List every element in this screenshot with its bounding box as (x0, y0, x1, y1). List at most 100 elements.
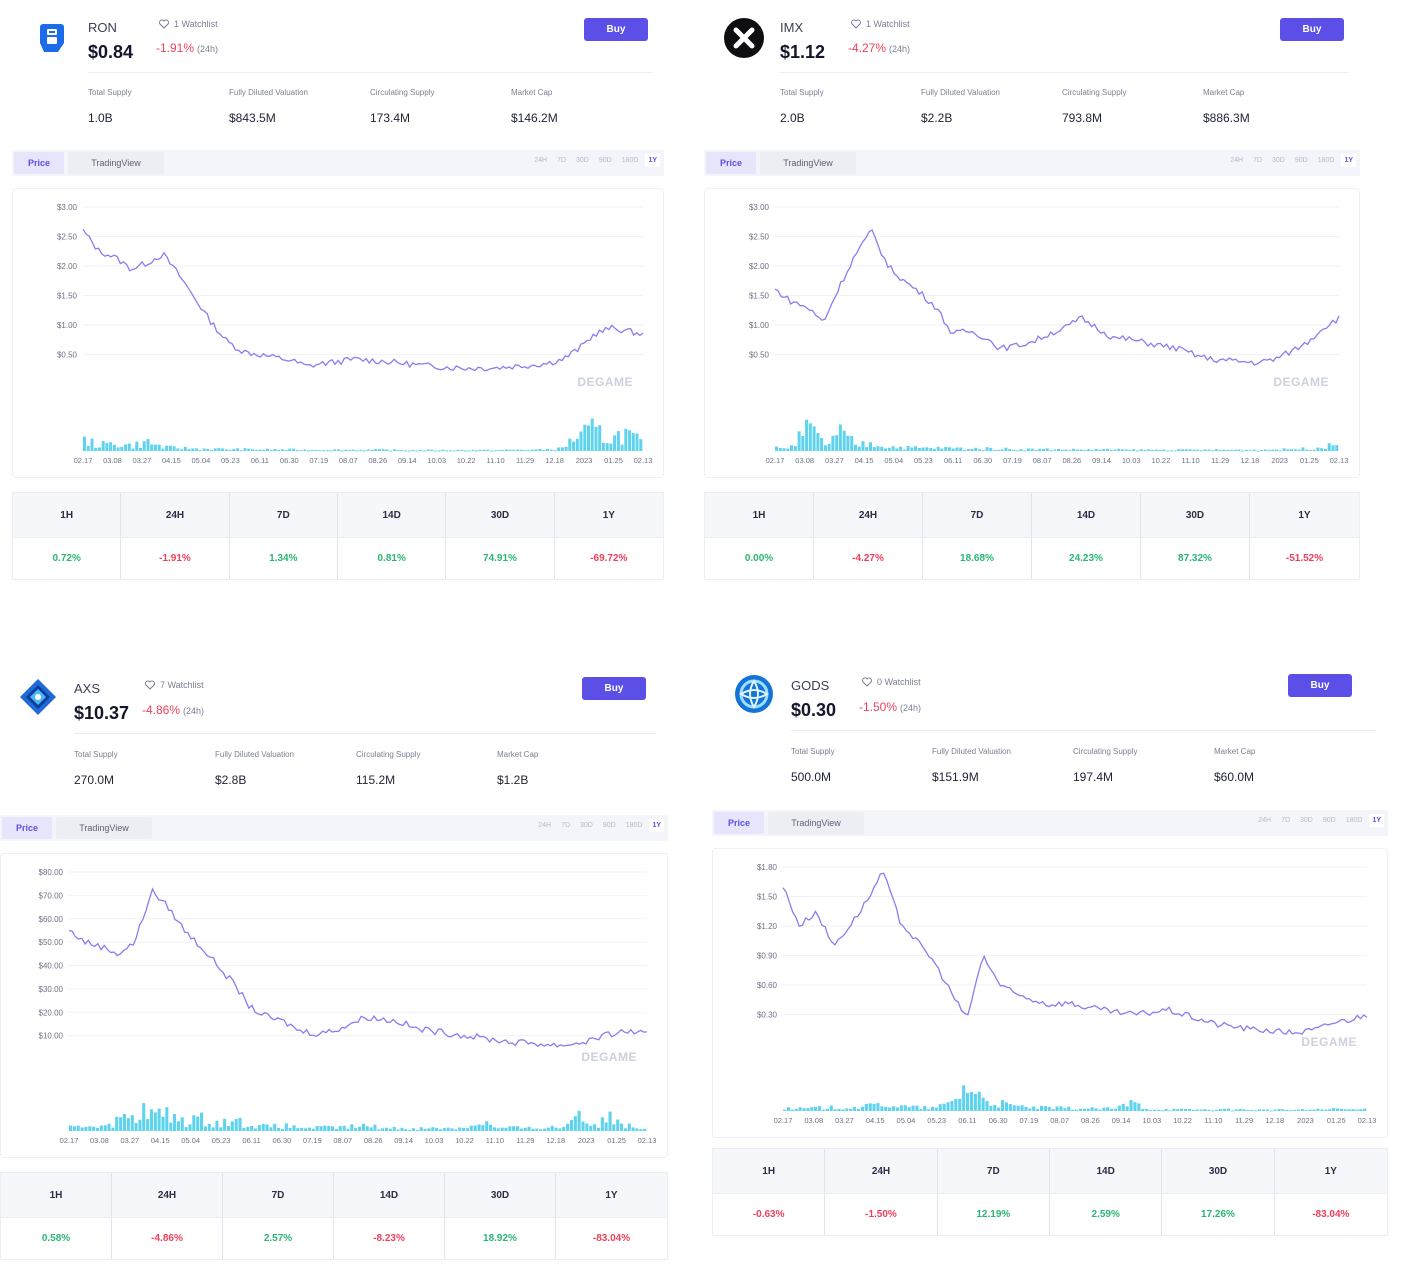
tab-price[interactable]: Price (2, 817, 52, 839)
range-30d[interactable]: 30D (1300, 817, 1313, 824)
range-180d[interactable]: 180D (625, 822, 643, 829)
volume-bar (258, 449, 262, 451)
watchlist-toggle[interactable]: 0 Watchlist (861, 676, 921, 688)
tab-price[interactable]: Price (706, 152, 756, 174)
volume-bar (496, 1128, 500, 1131)
range-7d[interactable]: 7D (557, 157, 567, 164)
volume-bar (628, 430, 632, 451)
volume-bar (1316, 1108, 1320, 1111)
stat-circulating-supply: Circulating Supply 793.8M (1062, 88, 1203, 125)
stat-label: Circulating Supply (1073, 747, 1138, 756)
y-tick-label: $1.20 (757, 922, 778, 931)
tab-tradingview[interactable]: TradingView (760, 152, 856, 174)
buy-button[interactable]: Buy (582, 677, 646, 700)
range-90d[interactable]: 90D (602, 822, 616, 829)
range-7d[interactable]: 7D (1281, 817, 1291, 824)
volume-bar (392, 449, 396, 451)
volume-bar (604, 1122, 608, 1131)
y-tick-label: $20.00 (39, 1008, 64, 1017)
tab-tradingview[interactable]: TradingView (56, 817, 152, 839)
x-tick-label: 03.08 (90, 1136, 109, 1145)
volume-bar (1304, 1109, 1308, 1111)
volume-bar (1196, 449, 1200, 451)
buy-button[interactable]: Buy (1288, 674, 1352, 697)
stat-value: 793.8M (1062, 111, 1103, 125)
volume-bar (504, 449, 508, 451)
volume-bar (344, 449, 348, 451)
price-change-24h: -1.50% (24h) (859, 700, 921, 714)
range-24h[interactable]: 24H (534, 157, 548, 164)
range-1y[interactable]: 1Y (1341, 154, 1356, 167)
range-180d[interactable]: 180D (621, 157, 639, 164)
volume-bar (829, 1105, 833, 1111)
volume-bar (431, 1127, 435, 1131)
range-1y[interactable]: 1Y (1369, 814, 1384, 827)
range-24h[interactable]: 24H (1230, 157, 1244, 164)
stat-circulating-supply: Circulating Supply 115.2M (356, 750, 497, 787)
range-180d[interactable]: 180D (1345, 817, 1363, 824)
x-tick-label: 05.04 (192, 456, 211, 465)
volume-bar (516, 1126, 520, 1131)
volume-bar (319, 1126, 323, 1131)
range-30d[interactable]: 30D (1272, 157, 1285, 164)
volume-bar (812, 426, 816, 451)
volume-bar (564, 446, 568, 451)
volume-bar (778, 448, 782, 451)
stat-label: Fully Diluted Valuation (921, 88, 1001, 97)
volume-bar (868, 1103, 872, 1111)
volume-bar (173, 1114, 177, 1131)
volume-bar (1176, 1109, 1180, 1111)
watchlist-toggle[interactable]: 1 Watchlist (850, 18, 910, 30)
x-tick-label: 01.25 (1300, 456, 1319, 465)
range-180d[interactable]: 180D (1317, 157, 1335, 164)
buy-button[interactable]: Buy (584, 18, 648, 41)
stat-label: Market Cap (1214, 747, 1256, 756)
x-tick-label: 06.11 (251, 456, 269, 465)
buy-button[interactable]: Buy (1280, 18, 1344, 41)
volume-bar (1172, 1108, 1176, 1111)
price-change-period: (24h) (183, 706, 205, 716)
range-90d[interactable]: 90D (598, 157, 612, 164)
range-90d[interactable]: 90D (1294, 157, 1308, 164)
volume-bar (798, 1107, 802, 1111)
volume-bar (355, 450, 359, 452)
volume-bar (361, 1123, 365, 1131)
range-30d[interactable]: 30D (576, 157, 589, 164)
x-tick-label: 03.08 (795, 456, 814, 465)
stat-label: Total Supply (791, 747, 835, 756)
stat-value: $146.2M (511, 111, 558, 125)
range-24h[interactable]: 24H (538, 822, 552, 829)
x-tick-label: 08.26 (364, 1136, 383, 1145)
volume-bar (1234, 1109, 1238, 1111)
tab-tradingview[interactable]: TradingView (768, 812, 864, 834)
perf-header-1h: 1H (13, 493, 122, 537)
range-90d[interactable]: 90D (1322, 817, 1336, 824)
volume-bar (1086, 1108, 1090, 1111)
perf-header-14d: 14D (334, 1173, 445, 1217)
volume-bar (1087, 449, 1091, 451)
volume-bar (396, 1129, 400, 1131)
volume-bar (955, 447, 959, 451)
volume-bar (273, 449, 277, 451)
y-tick-label: $10.00 (39, 1032, 64, 1041)
token-stats: Total Supply 270.0M Fully Diluted Valuatio… (74, 750, 638, 787)
volume-bar (350, 1124, 354, 1131)
volume-bar (1120, 449, 1124, 451)
watchlist-toggle[interactable]: 1 Watchlist (158, 18, 218, 30)
range-7d[interactable]: 7D (1253, 157, 1263, 164)
volume-bar (80, 1127, 84, 1131)
volume-bar (539, 1129, 543, 1131)
range-30d[interactable]: 30D (580, 822, 593, 829)
range-1y[interactable]: 1Y (645, 154, 660, 167)
tab-tradingview[interactable]: TradingView (68, 152, 164, 174)
tab-price[interactable]: Price (714, 812, 764, 834)
range-7d[interactable]: 7D (561, 822, 571, 829)
volume-bar (823, 445, 827, 451)
volume-bar (903, 1105, 907, 1111)
watchlist-toggle[interactable]: 7 Watchlist (144, 679, 204, 691)
volume-bar (1124, 449, 1128, 451)
x-tick-label: 04.15 (866, 1116, 885, 1125)
range-1y[interactable]: 1Y (649, 819, 664, 832)
range-24h[interactable]: 24H (1258, 817, 1272, 824)
tab-price[interactable]: Price (14, 152, 64, 174)
